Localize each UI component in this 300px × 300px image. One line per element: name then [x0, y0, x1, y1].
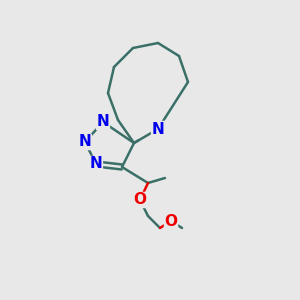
- Text: O: O: [134, 193, 146, 208]
- Text: N: N: [97, 115, 110, 130]
- Text: N: N: [79, 134, 92, 149]
- Text: N: N: [152, 122, 164, 136]
- Text: O: O: [164, 214, 178, 229]
- Text: N: N: [90, 157, 102, 172]
